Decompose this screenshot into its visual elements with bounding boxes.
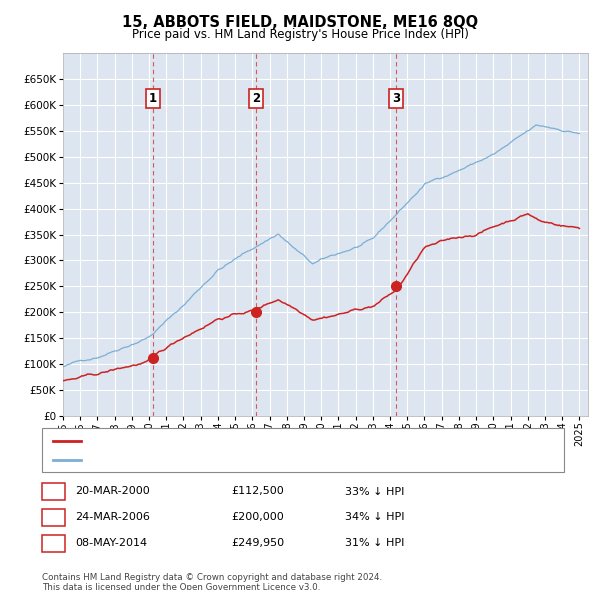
Text: 24-MAR-2006: 24-MAR-2006 [75,513,150,522]
Text: 31% ↓ HPI: 31% ↓ HPI [345,539,404,548]
Text: 20-MAR-2000: 20-MAR-2000 [75,487,150,496]
Text: 1: 1 [49,485,58,498]
Text: 34% ↓ HPI: 34% ↓ HPI [345,513,404,522]
Text: 33% ↓ HPI: 33% ↓ HPI [345,487,404,496]
Text: Contains HM Land Registry data © Crown copyright and database right 2024.: Contains HM Land Registry data © Crown c… [42,573,382,582]
Text: £249,950: £249,950 [231,539,284,548]
Text: 15, ABBOTS FIELD, MAIDSTONE, ME16 8QQ (detached house): 15, ABBOTS FIELD, MAIDSTONE, ME16 8QQ (d… [85,436,406,446]
Text: 15, ABBOTS FIELD, MAIDSTONE, ME16 8QQ: 15, ABBOTS FIELD, MAIDSTONE, ME16 8QQ [122,15,478,30]
Text: 08-MAY-2014: 08-MAY-2014 [75,539,147,548]
Text: HPI: Average price, detached house, Maidstone: HPI: Average price, detached house, Maid… [85,455,332,464]
Text: 3: 3 [392,92,400,105]
Text: £200,000: £200,000 [231,513,284,522]
Text: 1: 1 [149,92,157,105]
Text: £112,500: £112,500 [231,487,284,496]
Text: 2: 2 [252,92,260,105]
Text: 2: 2 [49,511,58,524]
Text: This data is licensed under the Open Government Licence v3.0.: This data is licensed under the Open Gov… [42,583,320,590]
Text: Price paid vs. HM Land Registry's House Price Index (HPI): Price paid vs. HM Land Registry's House … [131,28,469,41]
Text: 3: 3 [49,537,58,550]
